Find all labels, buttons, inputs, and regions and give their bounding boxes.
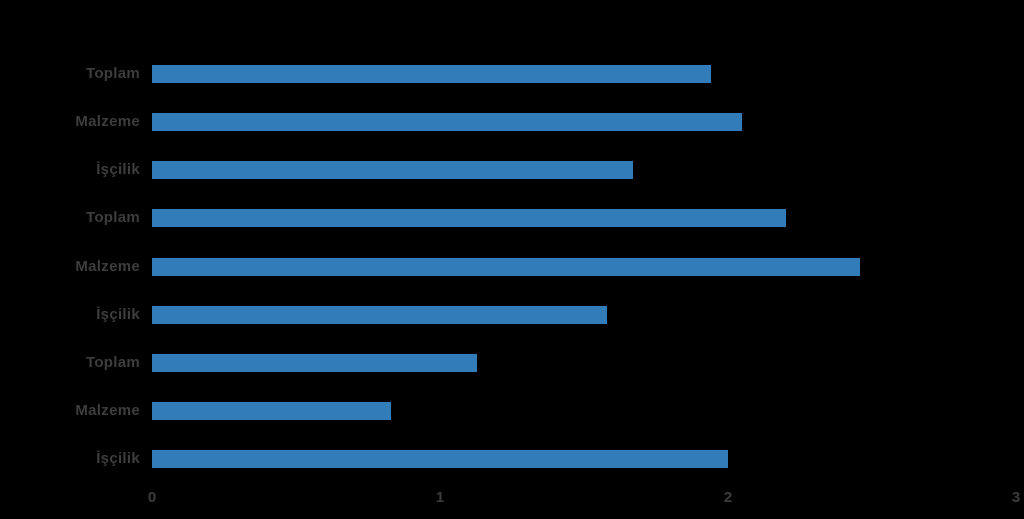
bar xyxy=(152,161,633,180)
x-tick-label: 1 xyxy=(435,489,445,506)
y-axis-label: Malzeme xyxy=(75,401,140,419)
x-tick-label: 3 xyxy=(1011,489,1021,506)
bar xyxy=(152,113,742,132)
bar xyxy=(152,209,786,228)
y-axis-label: Toplam xyxy=(85,353,140,371)
x-tick-label: 2 xyxy=(723,489,733,506)
y-axis-label: Malzeme xyxy=(75,257,140,275)
y-axis-label: Malzeme xyxy=(75,113,140,131)
bar xyxy=(152,257,860,276)
y-axis-label: İşçilik xyxy=(96,161,140,179)
y-axis-label: Toplam xyxy=(85,65,140,82)
x-tick-label: 0 xyxy=(147,489,157,506)
y-axis-label: Toplam xyxy=(85,209,140,227)
bar xyxy=(152,305,607,324)
y-axis-label: İşçilik xyxy=(96,305,140,323)
y-axis-label: İşçilik xyxy=(96,450,140,467)
bar xyxy=(152,450,728,468)
bar xyxy=(152,353,477,372)
bar xyxy=(152,401,391,420)
bar xyxy=(152,65,711,83)
